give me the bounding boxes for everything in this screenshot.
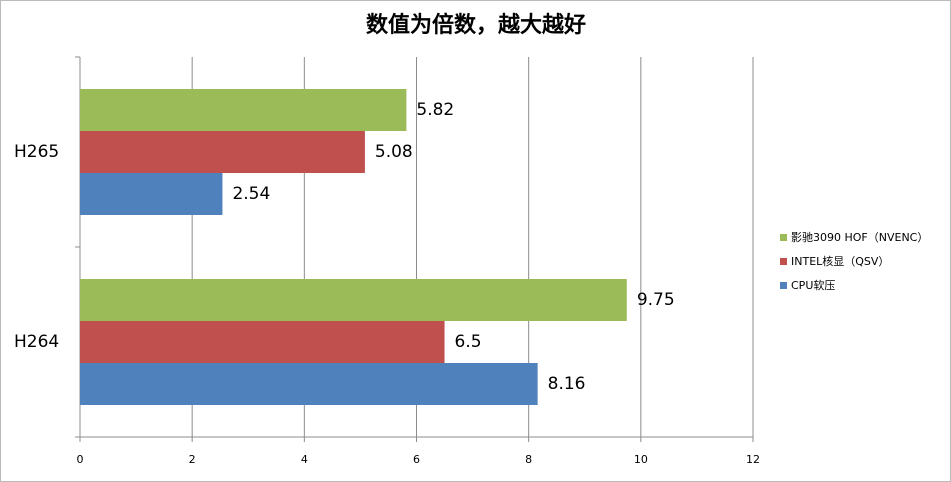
chart-title: 数值为倍数，越大越好 [366,12,586,38]
data-label: 9.75 [637,290,675,310]
legend-swatch [780,282,787,289]
legend-swatch [780,258,787,265]
x-tick-label: 2 [189,453,196,466]
bar [80,89,407,131]
x-tick-label: 6 [413,453,420,466]
legend-label: CPU软压 [791,278,835,292]
legend-swatch [780,234,787,241]
x-tick-label: 8 [525,453,532,466]
bar [80,173,223,215]
x-tick-label: 4 [301,453,308,466]
bar [80,321,445,363]
x-tick-label: 12 [746,453,760,466]
bar [80,279,627,321]
x-tick-label: 0 [77,453,84,466]
data-label: 6.5 [455,332,482,352]
bar [80,131,365,173]
data-label: 8.16 [548,374,586,394]
data-label: 5.08 [375,142,413,162]
legend-label: 影驰3090 HOF（NVENC） [791,230,928,244]
legend-label: INTEL核显（QSV） [791,254,889,268]
y-tick-label: H265 [14,142,59,162]
x-tick-label: 10 [634,453,648,466]
data-label: 2.54 [232,184,270,204]
data-label: 5.82 [416,100,454,120]
bar [80,363,538,405]
y-tick-label: H264 [14,332,59,352]
